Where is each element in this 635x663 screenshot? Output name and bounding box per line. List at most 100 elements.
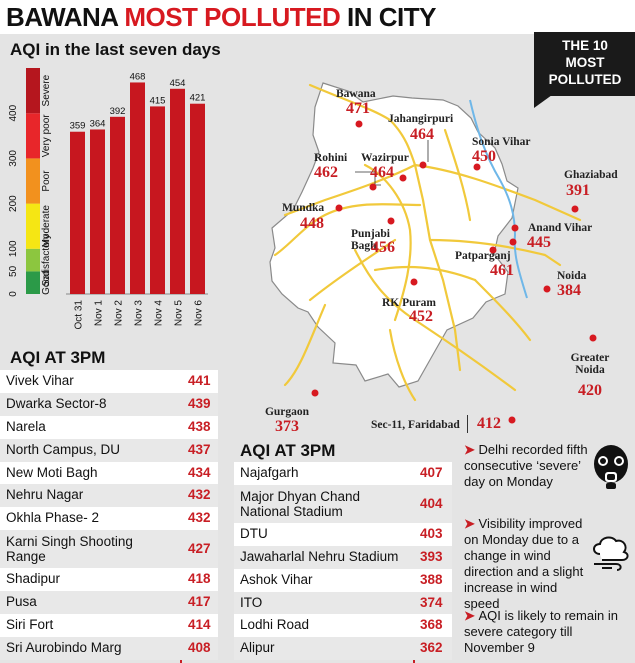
marker-wazirpur	[399, 174, 407, 182]
row-name: Siri Fort	[6, 617, 54, 633]
map-value-faridabad: 412	[477, 415, 501, 432]
table-row: Karni Singh Shooting Range 427	[0, 530, 218, 569]
row-name: Najafgarh	[240, 465, 299, 480]
map-value-greater-noida: 420	[578, 382, 602, 399]
note-arrow-icon: ➤	[464, 608, 479, 623]
x-tick-label: Nov 6	[194, 300, 205, 327]
map-value-noida: 384	[557, 282, 581, 299]
x-tick-label: Nov 3	[134, 300, 145, 327]
marker-mundka	[335, 204, 343, 212]
x-tick-label: Nov 5	[174, 300, 185, 327]
bar-1	[90, 129, 105, 294]
cloud-wind-icon	[593, 536, 629, 571]
scale-segment-satisfactory	[26, 248, 40, 272]
marker-faridabad	[508, 416, 516, 424]
map-label-noida: Noida	[557, 270, 587, 282]
headline: BAWANA MOST POLLUTED IN CITY	[6, 2, 436, 33]
row-name: Dwarka Sector-8	[6, 395, 107, 411]
data-label: 454	[170, 78, 186, 89]
marker-anand-vihar	[511, 224, 519, 232]
table-row: Pusa 417	[0, 591, 218, 615]
table1: Vivek Vihar 441 Dwarka Sector-8 439 Narela 43…	[0, 370, 218, 660]
map-value-punjabi-bagh: 456	[371, 239, 395, 256]
scale-label: Poor	[41, 170, 52, 192]
y-tick-label: 100	[8, 240, 19, 257]
map-label-faridabad: Sec-11, Faridabad	[371, 419, 460, 431]
marker-jahangirpuri	[419, 161, 427, 169]
map-label-wazirpur: Wazirpur	[361, 152, 409, 164]
delhi-outline	[269, 82, 519, 388]
roads	[273, 83, 582, 402]
y-tick-label: 400	[8, 104, 19, 121]
scale-label: Very poor	[41, 114, 52, 157]
map-value-rk-puram: 452	[409, 308, 433, 325]
data-label: 364	[90, 118, 106, 129]
wazirpur-callout	[355, 171, 381, 186]
row-value: 403	[420, 525, 443, 541]
row-name: Nehru Nagar	[6, 487, 84, 503]
table2-title: AQI AT 3PM	[240, 441, 336, 460]
marker-bawana	[355, 120, 363, 128]
scale-segment-moderate	[26, 203, 40, 249]
marker-sonia-vihar	[473, 163, 481, 171]
table-row: Shadipur 418	[0, 568, 218, 592]
row-name: DTU	[240, 525, 268, 541]
table-row: Okhla Phase- 2 432	[0, 507, 218, 531]
row-value: 408	[188, 639, 211, 655]
row-value: 407	[420, 465, 443, 480]
table-row: Siri Fort 414	[0, 614, 218, 637]
row-name: Lodhi Road	[240, 617, 310, 633]
note-2-text: Visibility improved on Monday due to a c…	[464, 516, 584, 611]
map-markers	[311, 120, 597, 424]
bar-2	[110, 116, 125, 294]
x-tick-label: Nov 2	[114, 300, 125, 327]
map-value-gurgaon: 373	[275, 418, 299, 435]
marker-ghaziabad	[571, 205, 579, 213]
map-value-sonia-vihar: 450	[472, 148, 496, 165]
table-row: Alipur 362	[234, 637, 452, 661]
row-name: Jawaharlal Nehru Stadium	[240, 548, 399, 564]
row-value: 441	[188, 373, 211, 388]
table-row: Lodhi Road 368	[234, 614, 452, 638]
row-value: 437	[188, 441, 211, 457]
marker-greater-noida	[589, 334, 597, 342]
row-value: 417	[188, 594, 211, 610]
row-value: 368	[420, 617, 443, 633]
bar-4	[150, 106, 165, 294]
marker-rk-puram	[410, 278, 418, 286]
map-label-sonia-vihar: Sonia Vihar	[472, 136, 531, 148]
row-value: 432	[188, 487, 211, 503]
table-row: Dwarka Sector-8 439	[0, 392, 218, 416]
map-value-wazirpur: 464	[370, 164, 394, 181]
row-name: Sri Aurobindo Marg	[6, 639, 122, 655]
table-row: Jawaharlal Nehru Stadium 393	[234, 545, 452, 569]
row-name: Narela	[6, 418, 46, 434]
map-label-ghaziabad: Ghaziabad	[564, 169, 618, 181]
chart-title: AQI in the last seven days	[10, 40, 221, 59]
marker-rohini	[369, 183, 377, 191]
bar-0	[70, 131, 85, 294]
row-value: 438	[188, 418, 211, 434]
bar-6	[190, 103, 205, 294]
map-label-rk-puram: RK Puram	[382, 297, 436, 309]
row-value: 432	[188, 510, 211, 526]
marker-anand-vihar-2	[509, 238, 517, 246]
row-name: North Campus, DU	[6, 441, 121, 457]
row-value: 439	[188, 395, 211, 411]
yamuna-river	[469, 99, 528, 299]
data-label: 392	[110, 106, 126, 117]
y-tick-label: 200	[8, 195, 19, 212]
note-arrow-icon: ➤	[464, 516, 479, 531]
table-row: Major Dhyan Chand National Stadium 404	[234, 484, 452, 523]
table1-title: AQI AT 3PM	[10, 348, 106, 367]
data-label: 359	[70, 121, 86, 132]
scale-segment-severe	[26, 68, 40, 114]
note-1-text: Delhi recorded fifth consecutive ‘severe…	[464, 442, 588, 489]
map-label-bawana: Bawana	[336, 88, 376, 100]
headline-part1: BAWANA	[6, 2, 125, 32]
scale-label: Severe	[41, 74, 52, 106]
row-value: 404	[420, 495, 443, 511]
marker-punjabi-bagh	[387, 217, 395, 225]
